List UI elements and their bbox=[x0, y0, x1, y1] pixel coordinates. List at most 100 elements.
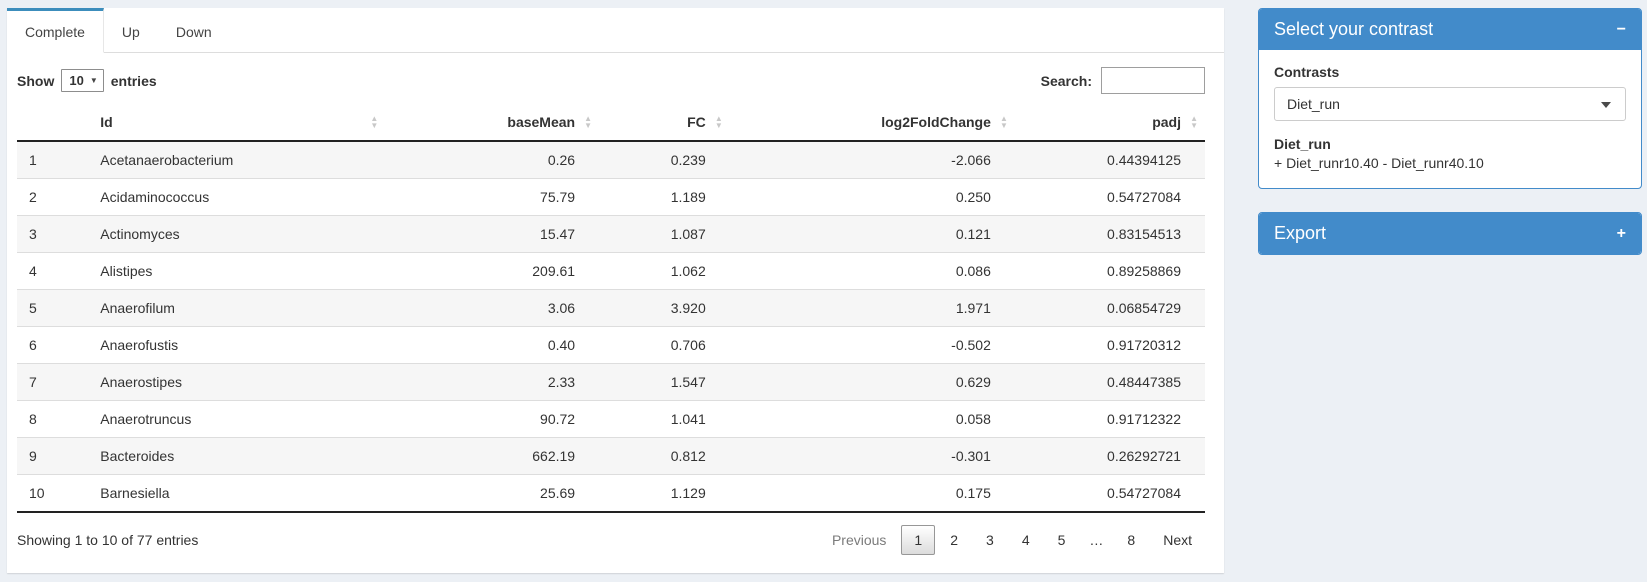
search-control: Search: bbox=[1041, 67, 1205, 94]
table-row: 4 Alistipes 209.61 1.062 0.086 0.89258869 bbox=[17, 252, 1205, 290]
cell-fc: 1.129 bbox=[670, 485, 706, 501]
contrast-select-value: Diet_run bbox=[1287, 96, 1340, 112]
tab-down[interactable]: Down bbox=[175, 23, 212, 40]
contrast-panel-header[interactable]: Select your contrast − bbox=[1259, 9, 1641, 50]
cell-log2foldchange: 0.250 bbox=[955, 189, 991, 205]
column-header-basemean[interactable]: baseMean ▲ ▼ bbox=[385, 104, 600, 142]
export-panel: Export + bbox=[1258, 212, 1642, 255]
entries-select[interactable]: 10 ▼ bbox=[61, 69, 104, 92]
cell-id: Acidaminococcus bbox=[100, 189, 210, 205]
cell-id: Alistipes bbox=[100, 263, 153, 279]
page-button-2[interactable]: 2 bbox=[950, 532, 959, 548]
entries-label: entries bbox=[110, 72, 157, 89]
export-panel-title: Export bbox=[1274, 223, 1327, 243]
table-row: 5 Anaerofilum 3.06 3.920 1.971 0.06854729 bbox=[17, 289, 1205, 327]
cell-log2foldchange: 0.121 bbox=[955, 226, 991, 242]
column-header-log2foldchange[interactable]: log2FoldChange ▲ ▼ bbox=[729, 104, 1015, 142]
page-button-previous[interactable]: Previous bbox=[831, 532, 887, 548]
sort-both-icon: ▲ ▼ bbox=[714, 114, 723, 130]
cell-basemean: 0.40 bbox=[547, 337, 576, 353]
entries-length-control: Show 10 ▼ entries bbox=[17, 69, 157, 92]
cell-fc: 3.920 bbox=[670, 300, 706, 316]
cell-rownum: 7 bbox=[29, 374, 37, 390]
cell-fc: 1.547 bbox=[670, 374, 706, 390]
sort-both-icon: ▲ ▼ bbox=[999, 114, 1008, 130]
cell-id: Acetanaerobacterium bbox=[100, 152, 234, 168]
cell-log2foldchange: -0.502 bbox=[951, 337, 991, 353]
cell-fc: 0.239 bbox=[670, 152, 706, 168]
cell-basemean: 2.33 bbox=[547, 374, 576, 390]
column-header-id[interactable]: Id ▲ ▼ bbox=[88, 104, 386, 142]
cell-padj: 0.06854729 bbox=[1107, 300, 1181, 316]
export-panel-header[interactable]: Export + bbox=[1259, 213, 1641, 254]
cell-padj: 0.91720312 bbox=[1107, 337, 1181, 353]
table-row: 8 Anaerotruncus 90.72 1.041 0.058 0.91712322 bbox=[17, 400, 1205, 438]
cell-rownum: 2 bbox=[29, 189, 37, 205]
cell-log2foldchange: 0.086 bbox=[955, 263, 991, 279]
cell-fc: 1.041 bbox=[670, 411, 706, 427]
cell-padj: 0.91712322 bbox=[1107, 411, 1181, 427]
cell-log2foldchange: 0.058 bbox=[955, 411, 991, 427]
contrast-panel: Select your contrast − Contrasts Diet_ru… bbox=[1258, 8, 1642, 189]
expand-plus-icon[interactable]: + bbox=[1616, 224, 1626, 242]
cell-fc: 1.062 bbox=[670, 263, 706, 279]
cell-rownum: 5 bbox=[29, 300, 37, 316]
cell-log2foldchange: 0.175 bbox=[955, 485, 991, 501]
table-info: Showing 1 to 10 of 77 entries bbox=[17, 532, 199, 548]
table-row: 7 Anaerostipes 2.33 1.547 0.629 0.48447385 bbox=[17, 363, 1205, 401]
pagination-ellipsis: … bbox=[1089, 532, 1104, 548]
page-button-3[interactable]: 3 bbox=[986, 532, 994, 548]
table-row: 2 Acidaminococcus 75.79 1.189 0.250 0.5472708… bbox=[17, 178, 1205, 216]
cell-basemean: 75.79 bbox=[540, 189, 576, 205]
cell-id: Bacteroides bbox=[100, 448, 175, 464]
contrast-detail-name: Diet_run bbox=[1274, 136, 1331, 152]
cell-log2foldchange: -2.066 bbox=[951, 152, 991, 168]
cell-padj: 0.89258869 bbox=[1107, 263, 1181, 279]
page-button-8[interactable]: 8 bbox=[1127, 532, 1136, 548]
cell-id: Anaerofustis bbox=[100, 337, 179, 353]
column-header-padj[interactable]: padj ▲ ▼ bbox=[1014, 104, 1205, 142]
cell-basemean: 3.06 bbox=[547, 300, 576, 316]
table-row: 9 Bacteroides 662.19 0.812 -0.301 0.26292721 bbox=[17, 437, 1205, 475]
cell-rownum: 1 bbox=[29, 152, 37, 168]
contrast-panel-body: Contrasts Diet_run Diet_run + Diet_runr1… bbox=[1259, 50, 1641, 188]
cell-padj: 0.54727084 bbox=[1107, 189, 1181, 205]
page-button-next[interactable]: Next bbox=[1163, 532, 1192, 548]
cell-fc: 1.087 bbox=[670, 226, 706, 242]
cell-id: Anaerostipes bbox=[100, 374, 182, 390]
cell-fc: 1.189 bbox=[670, 189, 706, 205]
sort-both-icon: ▲ ▼ bbox=[370, 114, 379, 130]
tab-complete[interactable]: Complete bbox=[7, 8, 104, 53]
cell-log2foldchange: 1.971 bbox=[955, 300, 991, 316]
collapse-minus-icon[interactable]: − bbox=[1616, 20, 1626, 38]
cell-id: Barnesiella bbox=[100, 485, 170, 501]
table-row: 3 Actinomyces 15.47 1.087 0.121 0.83154513 bbox=[17, 215, 1205, 253]
cell-rownum: 9 bbox=[29, 448, 37, 464]
cell-rownum: 8 bbox=[29, 411, 37, 427]
tab-up[interactable]: Up bbox=[121, 23, 140, 40]
cell-rownum: 10 bbox=[29, 485, 45, 501]
sort-both-icon: ▲ ▼ bbox=[584, 114, 593, 130]
column-header-rownum bbox=[17, 104, 89, 142]
cell-padj: 0.26292721 bbox=[1107, 448, 1181, 464]
contrasts-label: Contrasts bbox=[1274, 64, 1340, 80]
cell-basemean: 209.61 bbox=[532, 263, 576, 279]
pagination: Previous 1 2 3 4 5 … 8 Next bbox=[817, 525, 1205, 555]
results-table: Id ▲ ▼ baseMean ▲ ▼ FC ▲ ▼ log2FoldChange ▲ ▼ padj ▲ ▼… bbox=[17, 104, 1205, 513]
contrast-select[interactable]: Diet_run bbox=[1274, 87, 1626, 121]
table-row: 10 Barnesiella 25.69 1.129 0.175 0.54727084 bbox=[17, 474, 1205, 512]
cell-log2foldchange: 0.629 bbox=[955, 374, 991, 390]
search-input[interactable] bbox=[1101, 67, 1205, 94]
page-button-1[interactable]: 1 bbox=[901, 525, 936, 555]
search-label: Search: bbox=[1040, 72, 1092, 89]
cell-basemean: 0.26 bbox=[547, 152, 576, 168]
cell-padj: 0.44394125 bbox=[1107, 152, 1181, 168]
cell-id: Anaerotruncus bbox=[100, 411, 192, 427]
page-button-4[interactable]: 4 bbox=[1021, 532, 1030, 548]
cell-fc: 0.706 bbox=[670, 337, 706, 353]
cell-rownum: 3 bbox=[29, 226, 37, 242]
cell-basemean: 662.19 bbox=[532, 448, 576, 464]
column-header-fc[interactable]: FC ▲ ▼ bbox=[599, 104, 730, 142]
results-tab-card: Complete Up Down Show 10 ▼ entries Search:… bbox=[7, 8, 1224, 573]
page-button-5[interactable]: 5 bbox=[1057, 532, 1066, 548]
